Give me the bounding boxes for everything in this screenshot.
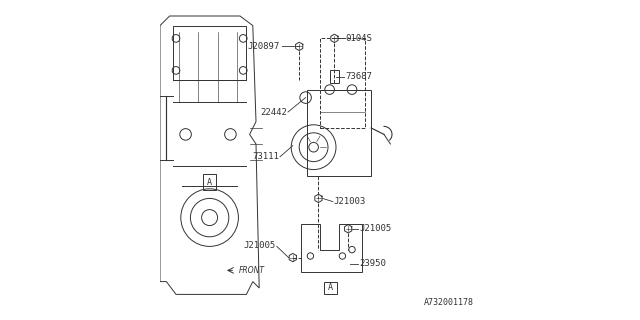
Text: J21005: J21005: [244, 241, 276, 250]
Text: J20897: J20897: [248, 42, 280, 51]
Text: A: A: [207, 178, 212, 187]
Text: A: A: [328, 284, 333, 292]
Text: 73111: 73111: [252, 152, 279, 161]
Text: 23950: 23950: [360, 260, 386, 268]
Text: J21005: J21005: [360, 224, 392, 233]
Text: 22442: 22442: [260, 108, 287, 116]
Text: A732001178: A732001178: [424, 298, 474, 307]
Text: 73687: 73687: [345, 72, 372, 81]
Text: 0104S: 0104S: [345, 34, 372, 43]
Text: J21003: J21003: [334, 197, 366, 206]
Text: FRONT: FRONT: [239, 266, 264, 275]
